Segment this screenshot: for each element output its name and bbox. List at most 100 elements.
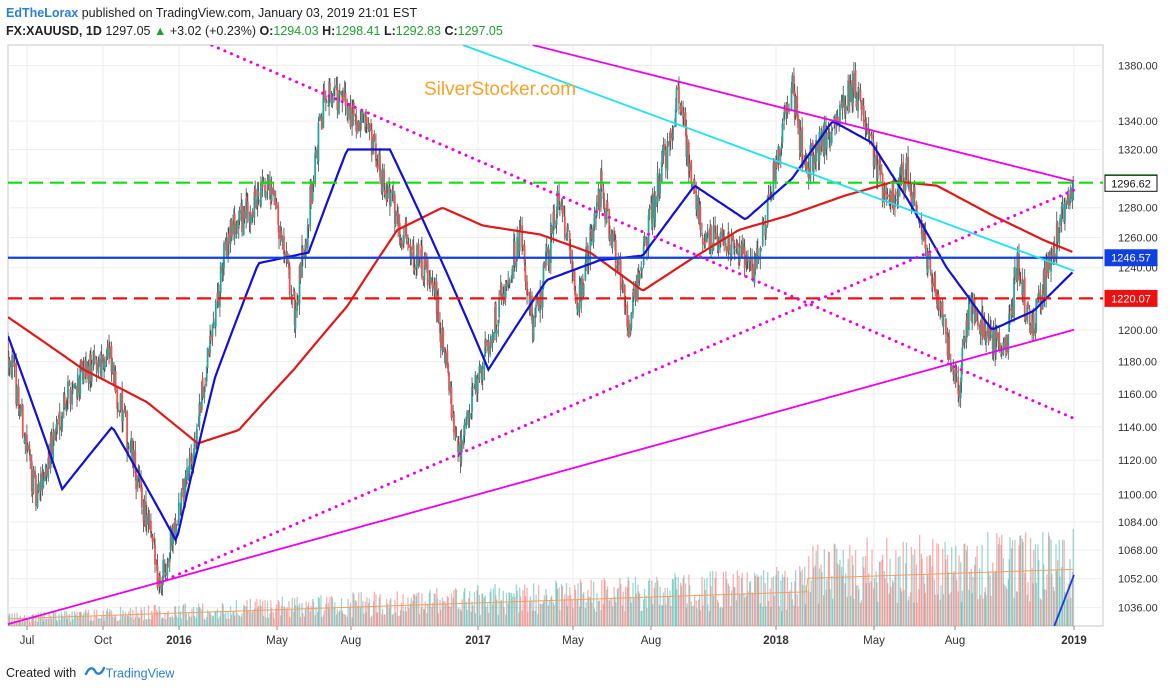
candle-body [921,229,923,240]
volume-bar [1055,544,1057,626]
candle-body [1068,198,1071,206]
author-name[interactable]: EdTheLorax [6,6,79,20]
volume-bar [497,614,499,626]
candle-body [542,264,545,289]
candle-body [818,131,821,162]
volume-bar [74,614,77,626]
candle-body [121,390,124,422]
volume-bar [129,607,132,626]
volume-bar [894,574,896,626]
volume-bar [495,595,497,626]
candle-body [439,321,441,333]
volume-bar [733,586,735,626]
volume-bar [92,620,95,626]
candle-body [984,326,987,342]
volume-bar [166,612,169,626]
candle-body [236,225,239,228]
chart-area[interactable]: SilverStocker.com 1036.00 1052.00 1068.00 10… [0,43,1169,653]
candle-body [151,536,154,543]
volume-bar [598,600,601,626]
volume-bar [881,559,883,626]
volume-bar [804,566,806,626]
candle-body [228,233,230,244]
price-chart[interactable]: SilverStocker.com1036.001052.001068.0010… [0,43,1169,653]
candle-body [730,234,733,258]
volume-bar [584,608,587,626]
volume-bar [606,586,609,626]
volume-bar [325,603,327,626]
volume-bar [556,583,558,626]
volume-bar [900,591,903,626]
volume-bar [216,608,219,626]
candle-body [526,281,528,295]
candle-body [555,217,558,225]
volume-bar [137,612,139,626]
volume-bar [424,601,426,626]
candle-body [531,295,533,321]
volume-bar [228,618,230,626]
volume-bar [817,544,819,626]
candle-body [1037,292,1040,300]
candle-body [617,262,620,266]
candle-body [389,192,392,207]
volume-bar [98,617,100,626]
candle-body [256,188,259,207]
candle-body [73,384,76,389]
candle-body [402,235,405,244]
volume-bar [418,592,420,626]
volume-bar [561,586,564,626]
volume-bar [116,621,118,626]
volume-bar [143,607,146,626]
candle-body [816,143,819,151]
volume-bar [799,571,802,626]
candle-body [710,226,712,248]
volume-bar [121,614,123,626]
volume-bar [921,558,923,626]
candle-body [778,149,781,157]
volume-bar [602,603,605,626]
candle-body [270,187,273,202]
volume-bar [45,618,47,626]
volume-bar [952,573,954,626]
candle-body [554,227,557,229]
volume-bar [542,601,545,626]
candle-body [558,204,561,207]
volume-bar [339,609,341,626]
volume-bar [111,616,114,626]
candle-body [53,430,55,440]
volume-bar [314,615,316,626]
candle-body [609,234,611,240]
candle-body [291,294,294,298]
candle-body [686,144,689,160]
candle-body [1067,195,1070,205]
volume-bar [1050,539,1052,626]
candle-body [126,411,128,452]
volume-bar [476,590,478,626]
volume-bar [571,600,573,626]
candle-body [478,366,481,380]
candle-body [1016,252,1019,281]
candle-body [696,195,698,211]
volume-bar [298,603,301,626]
volume-bar [900,587,902,626]
volume-bar [531,600,533,626]
candle-body [60,426,63,431]
tradingview-brand[interactable]: TradingView [105,666,175,681]
candle-body [931,272,933,285]
volume-bar [815,550,817,626]
candle-body [767,194,770,197]
candle-body [791,75,794,91]
volume-bar [225,618,228,626]
volume-bar [1038,560,1040,626]
volume-bar [330,596,333,626]
volume-bar [267,617,270,626]
volume-bar [233,610,235,626]
volume-bar [698,599,700,626]
volume-bar [135,606,137,626]
candle-body [185,479,188,482]
candle-body [21,404,24,438]
volume-bar [212,615,215,626]
volume-bar [924,592,927,626]
footer: Created with TradingView [6,664,174,683]
volume-bar [524,596,527,626]
